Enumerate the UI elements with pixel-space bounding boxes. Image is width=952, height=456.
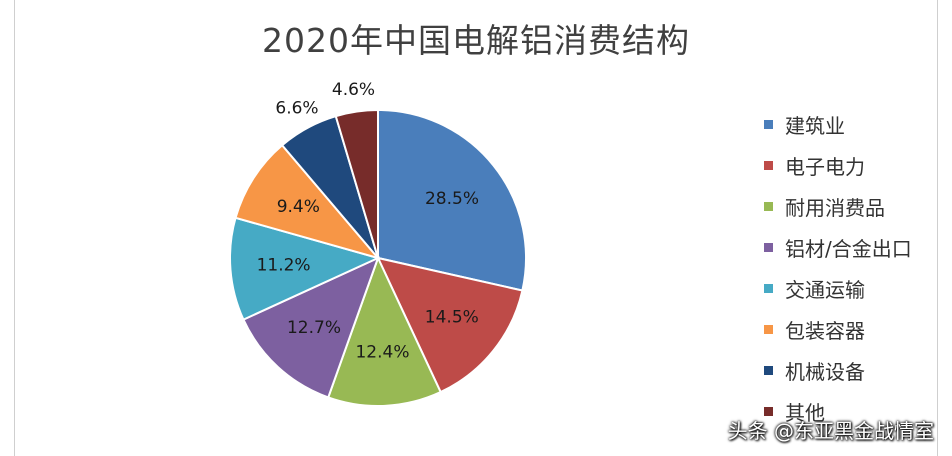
legend-swatch xyxy=(764,202,773,211)
legend-item: 机械设备 xyxy=(764,350,912,391)
legend-label: 包装容器 xyxy=(785,319,865,343)
slice-data-label: 4.6% xyxy=(332,80,375,100)
chart-legend: 建筑业电子电力耐用消费品铝材/合金出口 交通运输包装容器机械设备其他 xyxy=(764,104,912,432)
legend-item: 建筑业 xyxy=(764,104,912,145)
chart-frame xyxy=(14,0,938,456)
slice-data-label: 9.4% xyxy=(277,197,320,217)
legend-label: 其他 xyxy=(785,401,825,425)
legend-label: 机械设备 xyxy=(785,360,865,384)
pie-slice xyxy=(377,108,527,292)
watermark-text: 头条 @东亚黑金战情室 xyxy=(727,419,934,443)
legend-swatch xyxy=(764,366,773,375)
pie-slice xyxy=(376,256,524,394)
pie-slice xyxy=(334,108,379,259)
pie-slice xyxy=(242,256,380,399)
slice-data-label: 12.4% xyxy=(355,343,409,363)
slice-data-label: 28.5% xyxy=(425,189,479,209)
legend-item: 其他 xyxy=(764,391,912,432)
slice-data-label: 14.5% xyxy=(425,307,479,327)
pie-slice xyxy=(229,216,381,321)
legend-label: 建筑业 xyxy=(785,114,845,138)
legend-label: 铝材/合金出口 xyxy=(785,237,912,261)
legend-swatch xyxy=(764,120,773,129)
legend-item: 耐用消费品 xyxy=(764,186,912,227)
legend-swatch xyxy=(764,407,773,416)
legend-item: 电子电力 xyxy=(764,145,912,186)
slice-data-label: 6.6% xyxy=(275,99,318,119)
legend-swatch xyxy=(764,243,773,252)
legend-swatch xyxy=(764,161,773,170)
pie-slice xyxy=(326,255,442,407)
legend-swatch xyxy=(764,284,773,293)
legend-item: 交通运输 xyxy=(764,268,912,309)
legend-label: 交通运输 xyxy=(785,278,865,302)
legend-label: 电子电力 xyxy=(785,155,865,179)
slice-data-label: 12.7% xyxy=(287,318,341,338)
chart-title: 2020年中国电解铝消费结构 xyxy=(262,21,690,60)
legend-item: 铝材/合金出口 xyxy=(764,227,912,268)
legend-label: 耐用消费品 xyxy=(785,196,885,220)
legend-item: 包装容器 xyxy=(764,309,912,350)
pie-slice xyxy=(234,143,381,260)
slice-data-label: 11.2% xyxy=(257,255,311,275)
legend-swatch xyxy=(764,325,773,334)
